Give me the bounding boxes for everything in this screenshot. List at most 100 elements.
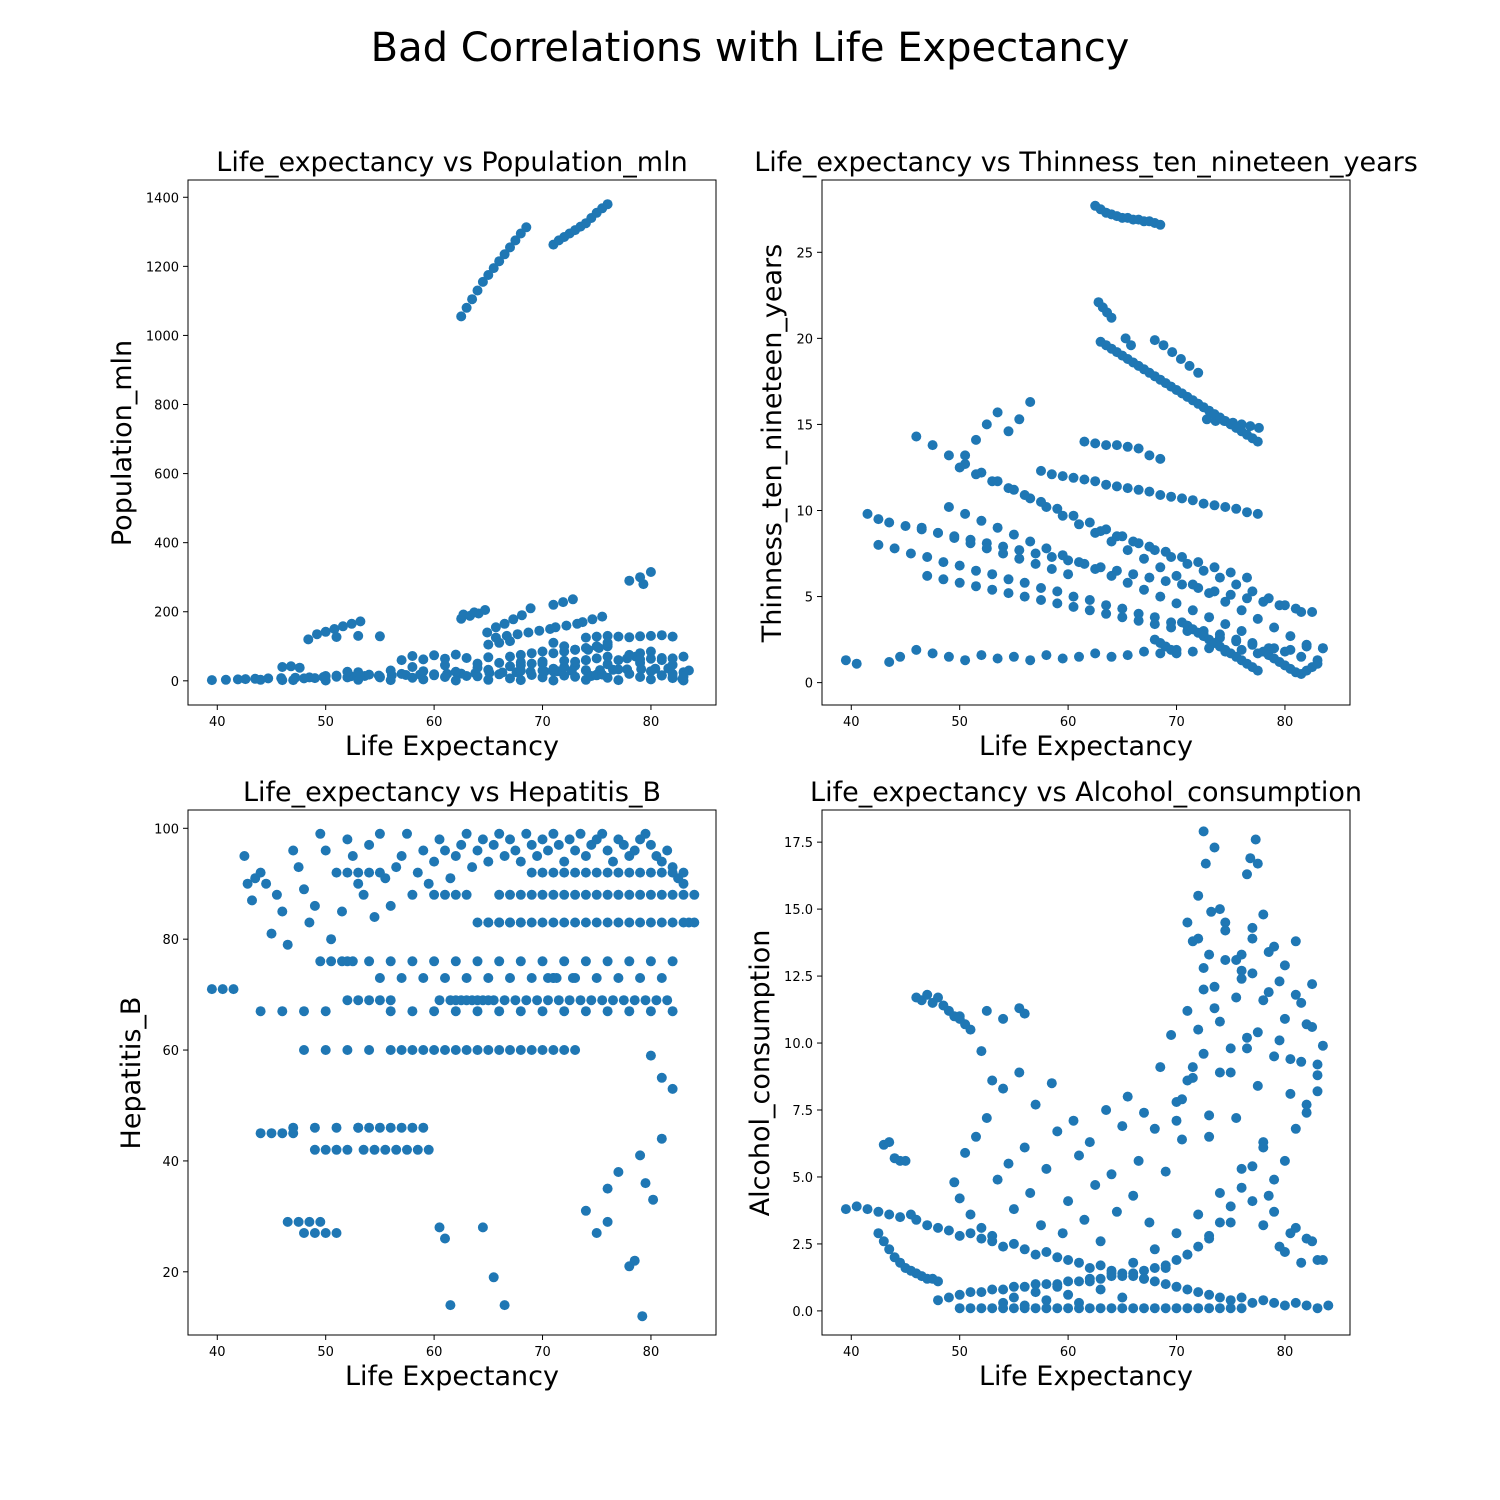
data-point [288, 845, 299, 856]
data-point [505, 636, 515, 647]
data-point [1074, 1150, 1084, 1161]
data-point [591, 889, 602, 900]
data-point [467, 862, 478, 873]
data-point [418, 1122, 429, 1133]
data-point [1250, 834, 1261, 845]
data-point [976, 515, 987, 526]
data-point [1187, 936, 1198, 947]
data-point [303, 634, 314, 645]
data-point [242, 878, 253, 889]
data-point [461, 653, 472, 663]
data-point [992, 522, 1003, 533]
data-point [472, 845, 483, 856]
y-tick-label: 10.0 [784, 1037, 813, 1052]
data-point [905, 548, 916, 559]
data-point [1139, 584, 1149, 595]
data-point [591, 973, 602, 983]
data-point [282, 1216, 293, 1227]
data-points [206, 199, 694, 686]
data-point [512, 629, 523, 640]
plot-area: 40 50 60 70 80 20 40 60 80 100 [154, 809, 717, 1360]
data-point [1247, 1297, 1258, 1308]
data-point [488, 839, 499, 850]
data-point [987, 1284, 998, 1295]
data-point [526, 917, 537, 928]
data-point [564, 834, 575, 845]
data-point [261, 878, 272, 889]
data-point [1019, 591, 1030, 602]
data-point [364, 1122, 375, 1133]
data-point [1193, 1303, 1204, 1314]
data-point [1160, 546, 1171, 557]
data-point [1025, 1188, 1036, 1198]
data-point [1209, 500, 1220, 511]
data-point [374, 1122, 385, 1133]
data-point [299, 1228, 309, 1238]
data-point [526, 839, 537, 850]
data-point [407, 672, 418, 683]
data-point [1122, 441, 1133, 452]
data-point [645, 666, 656, 677]
data-point [342, 995, 353, 1006]
data-point [561, 620, 572, 631]
data-point [1019, 1300, 1030, 1311]
data-point [1171, 1255, 1182, 1265]
data-point [288, 1122, 299, 1133]
x-tick-label: 70 [534, 1345, 551, 1360]
data-point [1177, 1134, 1187, 1145]
data-point [1111, 531, 1122, 542]
data-point [1171, 1303, 1182, 1314]
data-point [1041, 1163, 1052, 1174]
data-point [667, 867, 678, 878]
data-point [587, 614, 598, 625]
data-point [551, 973, 562, 983]
data-point [440, 1233, 450, 1244]
data-point [331, 1122, 342, 1133]
data-point [1030, 1303, 1041, 1314]
data-point [911, 431, 922, 442]
data-point [1290, 936, 1301, 947]
x-tick-label: 50 [317, 715, 334, 730]
data-point [1236, 626, 1247, 636]
data-point [678, 867, 689, 878]
data-point [320, 1006, 331, 1017]
data-point [608, 995, 618, 1006]
data-point [580, 917, 591, 928]
data-point [656, 867, 667, 878]
data-point [548, 675, 559, 686]
data-point [1220, 925, 1231, 936]
data-point [537, 867, 548, 878]
data-point [508, 614, 519, 625]
data-point [505, 834, 515, 845]
data-point [450, 889, 461, 900]
data-point [1074, 651, 1084, 662]
data-point [494, 917, 505, 928]
data-point [537, 889, 548, 900]
data-point [689, 889, 700, 900]
data-point [450, 851, 461, 861]
data-point [1225, 1303, 1236, 1314]
data-point [1252, 436, 1263, 447]
data-point [640, 828, 651, 839]
data-point [1220, 502, 1231, 512]
data-point [645, 889, 656, 900]
data-point [960, 450, 971, 461]
data-point [635, 889, 646, 900]
data-point [1301, 1300, 1312, 1311]
y-tick-label: 15 [796, 418, 813, 433]
data-point [1036, 1220, 1046, 1231]
data-point [490, 622, 501, 633]
data-point [667, 672, 678, 683]
data-point [949, 533, 960, 543]
data-point [1214, 1188, 1225, 1198]
data-point [220, 674, 231, 685]
data-point [1030, 548, 1041, 559]
data-point [315, 1216, 326, 1227]
data-point [602, 956, 613, 967]
data-point [567, 594, 578, 605]
data-point [1252, 1027, 1263, 1038]
data-point [355, 616, 366, 627]
data-point [266, 1128, 277, 1139]
data-point [1166, 1030, 1177, 1040]
